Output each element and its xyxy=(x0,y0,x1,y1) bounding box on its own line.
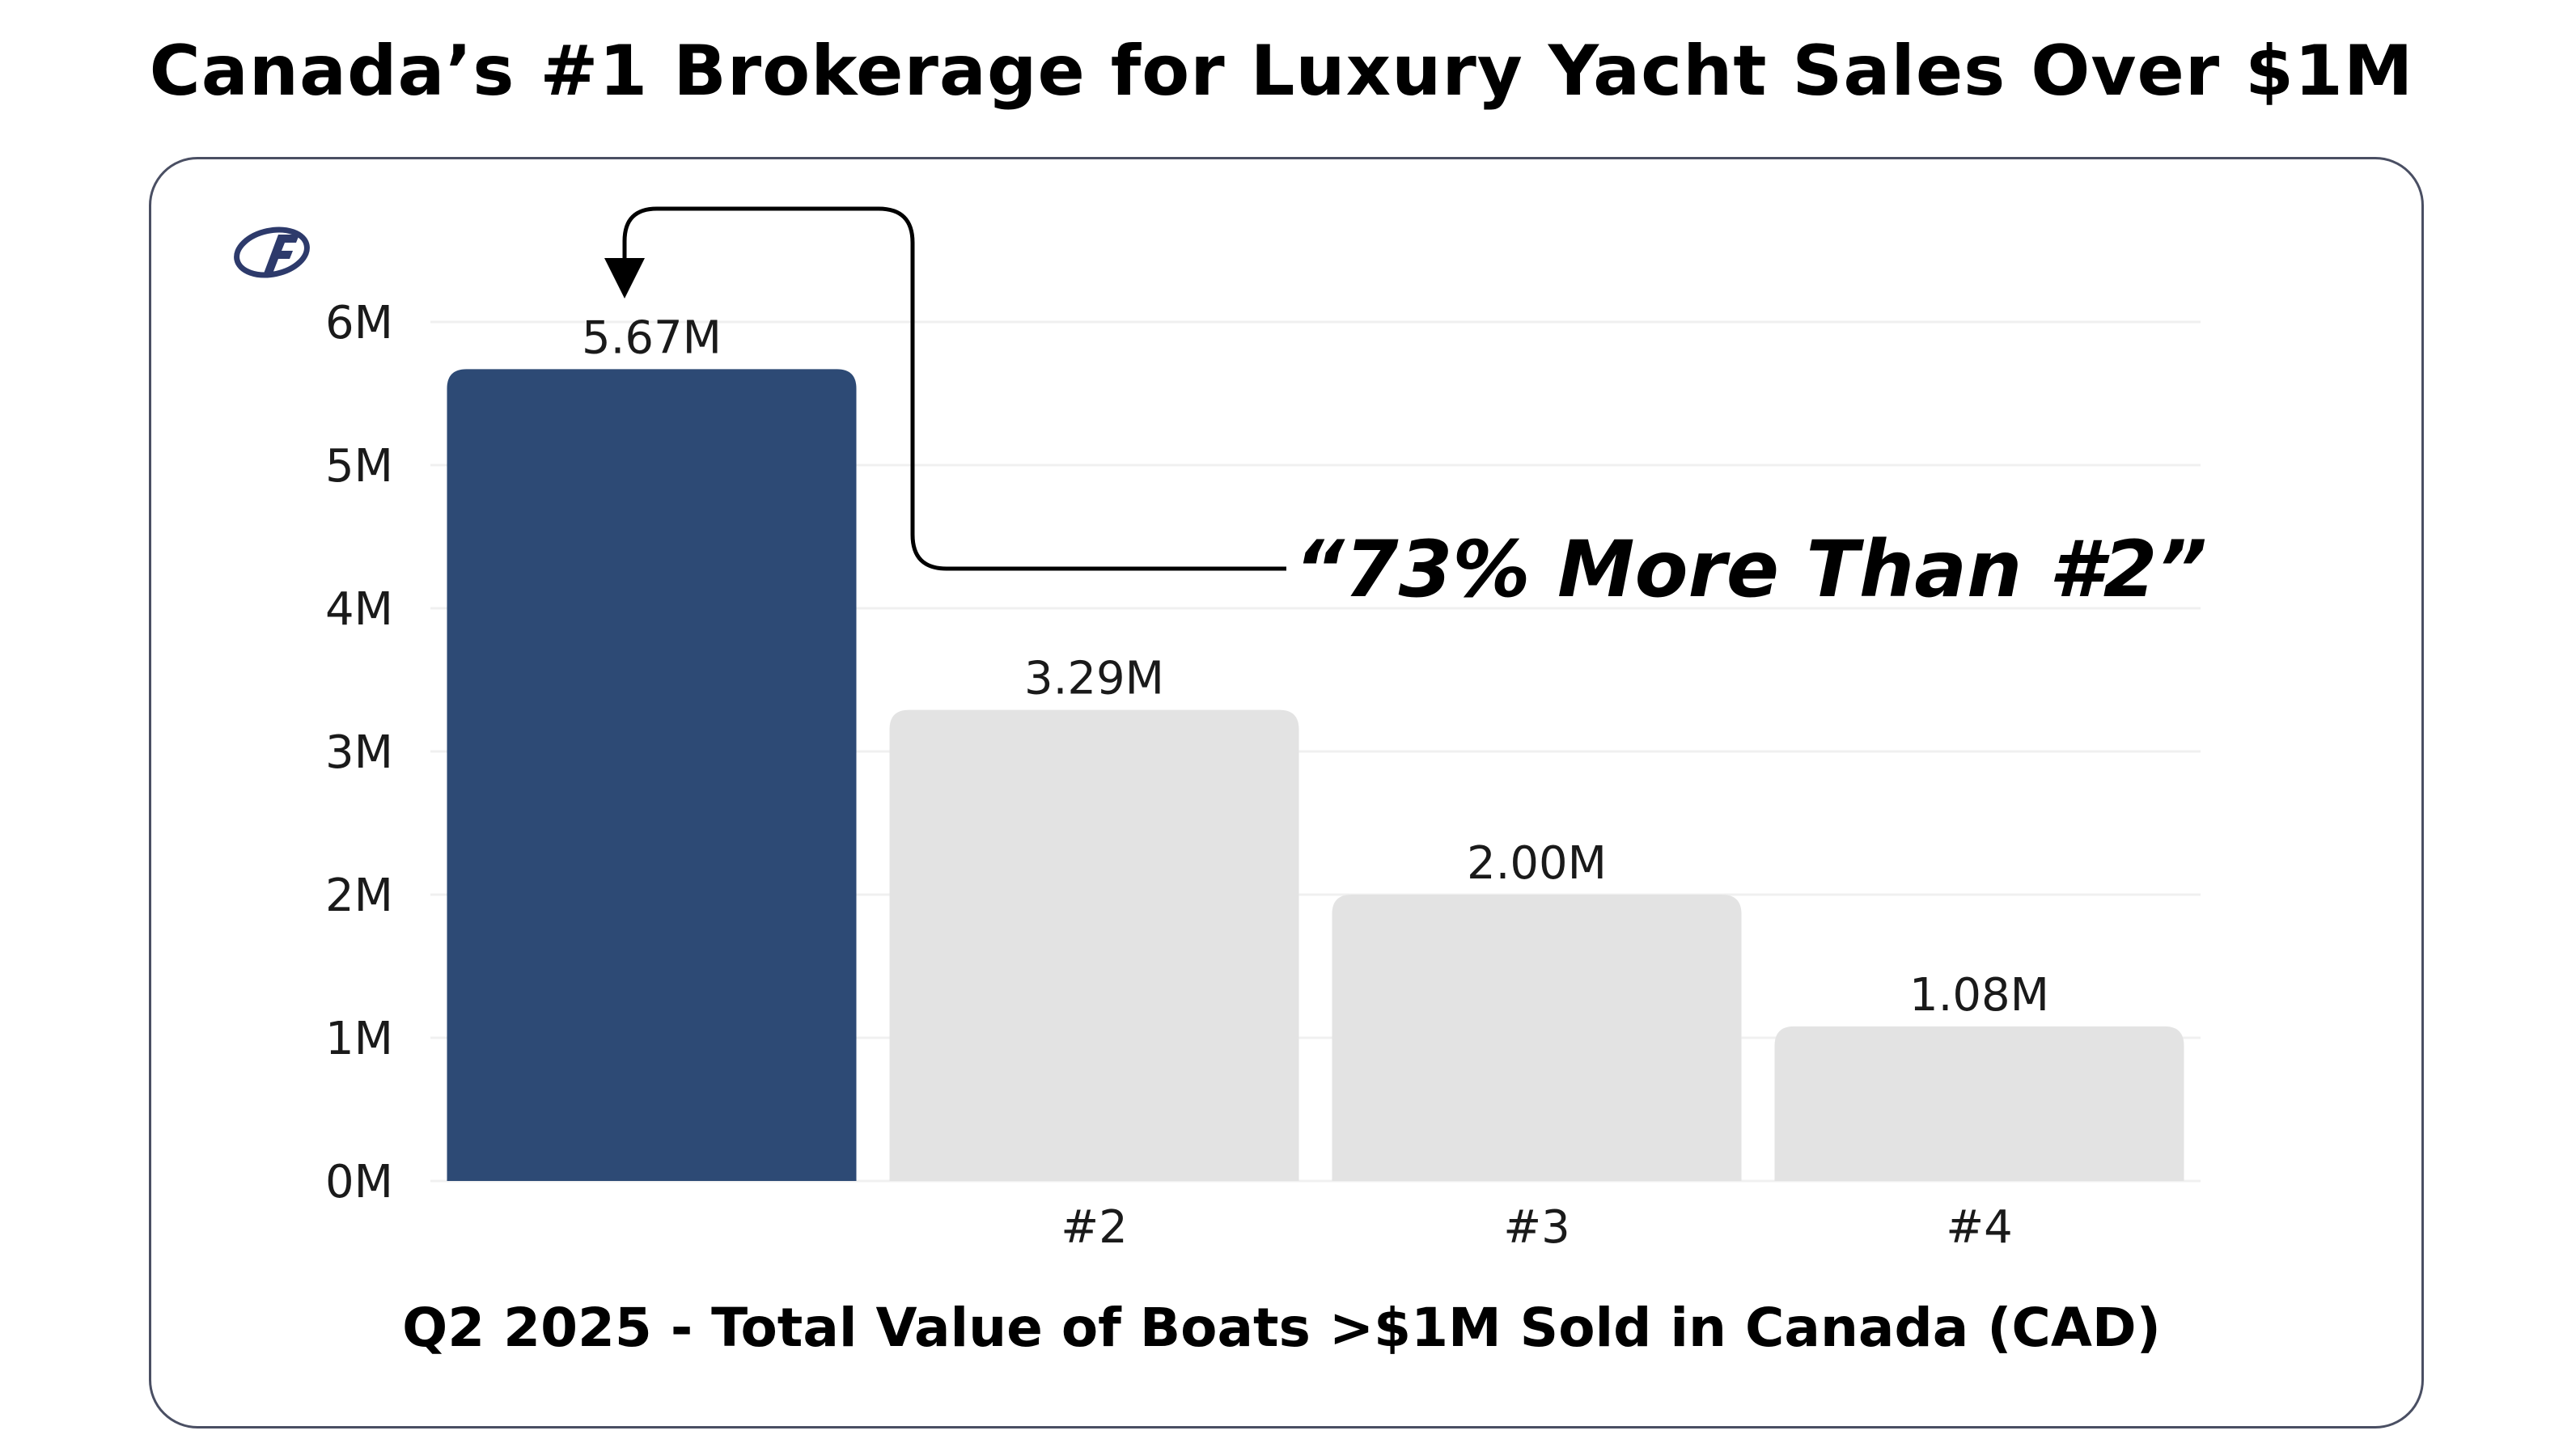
y-tick-label: 5M xyxy=(325,440,393,493)
annotation-text: “73% More Than #2” xyxy=(1294,524,2207,615)
x-tick-label: #2 xyxy=(1061,1201,1128,1254)
y-axis-ticks: 0M 1M 2M 3M 4M 5M 6M xyxy=(325,297,393,1208)
data-label: 3.29M xyxy=(1024,653,1164,705)
data-labels: 5.67M 3.29M 2.00M 1.08M xyxy=(582,311,2049,1021)
x-tick-label: #3 xyxy=(1503,1201,1570,1254)
data-label: 5.67M xyxy=(582,311,722,364)
bar xyxy=(1774,1026,2184,1181)
callout-arrow xyxy=(604,206,1286,571)
x-axis-title: Q2 2025 - Total Value of Boats >$1M Sold… xyxy=(402,1297,2161,1359)
y-tick-label: 6M xyxy=(325,297,393,349)
y-tick-label: 4M xyxy=(325,583,393,636)
data-label: 1.08M xyxy=(1909,969,2049,1022)
bar xyxy=(447,369,857,1181)
x-axis-ticks: #2 #3 #4 xyxy=(1061,1201,2013,1254)
y-tick-label: 0M xyxy=(325,1156,393,1208)
y-tick-label: 1M xyxy=(325,1013,393,1065)
y-tick-label: 2M xyxy=(325,870,393,922)
brokerage-logo-icon xyxy=(234,226,310,278)
x-tick-label: #4 xyxy=(1946,1201,2013,1254)
bar xyxy=(1332,895,1742,1181)
bar xyxy=(889,709,1299,1181)
bars xyxy=(447,369,2184,1181)
y-tick-label: 3M xyxy=(325,726,393,779)
data-label: 2.00M xyxy=(1467,837,1607,890)
page-title: Canada’s #1 Brokerage for Luxury Yacht S… xyxy=(149,31,2414,112)
